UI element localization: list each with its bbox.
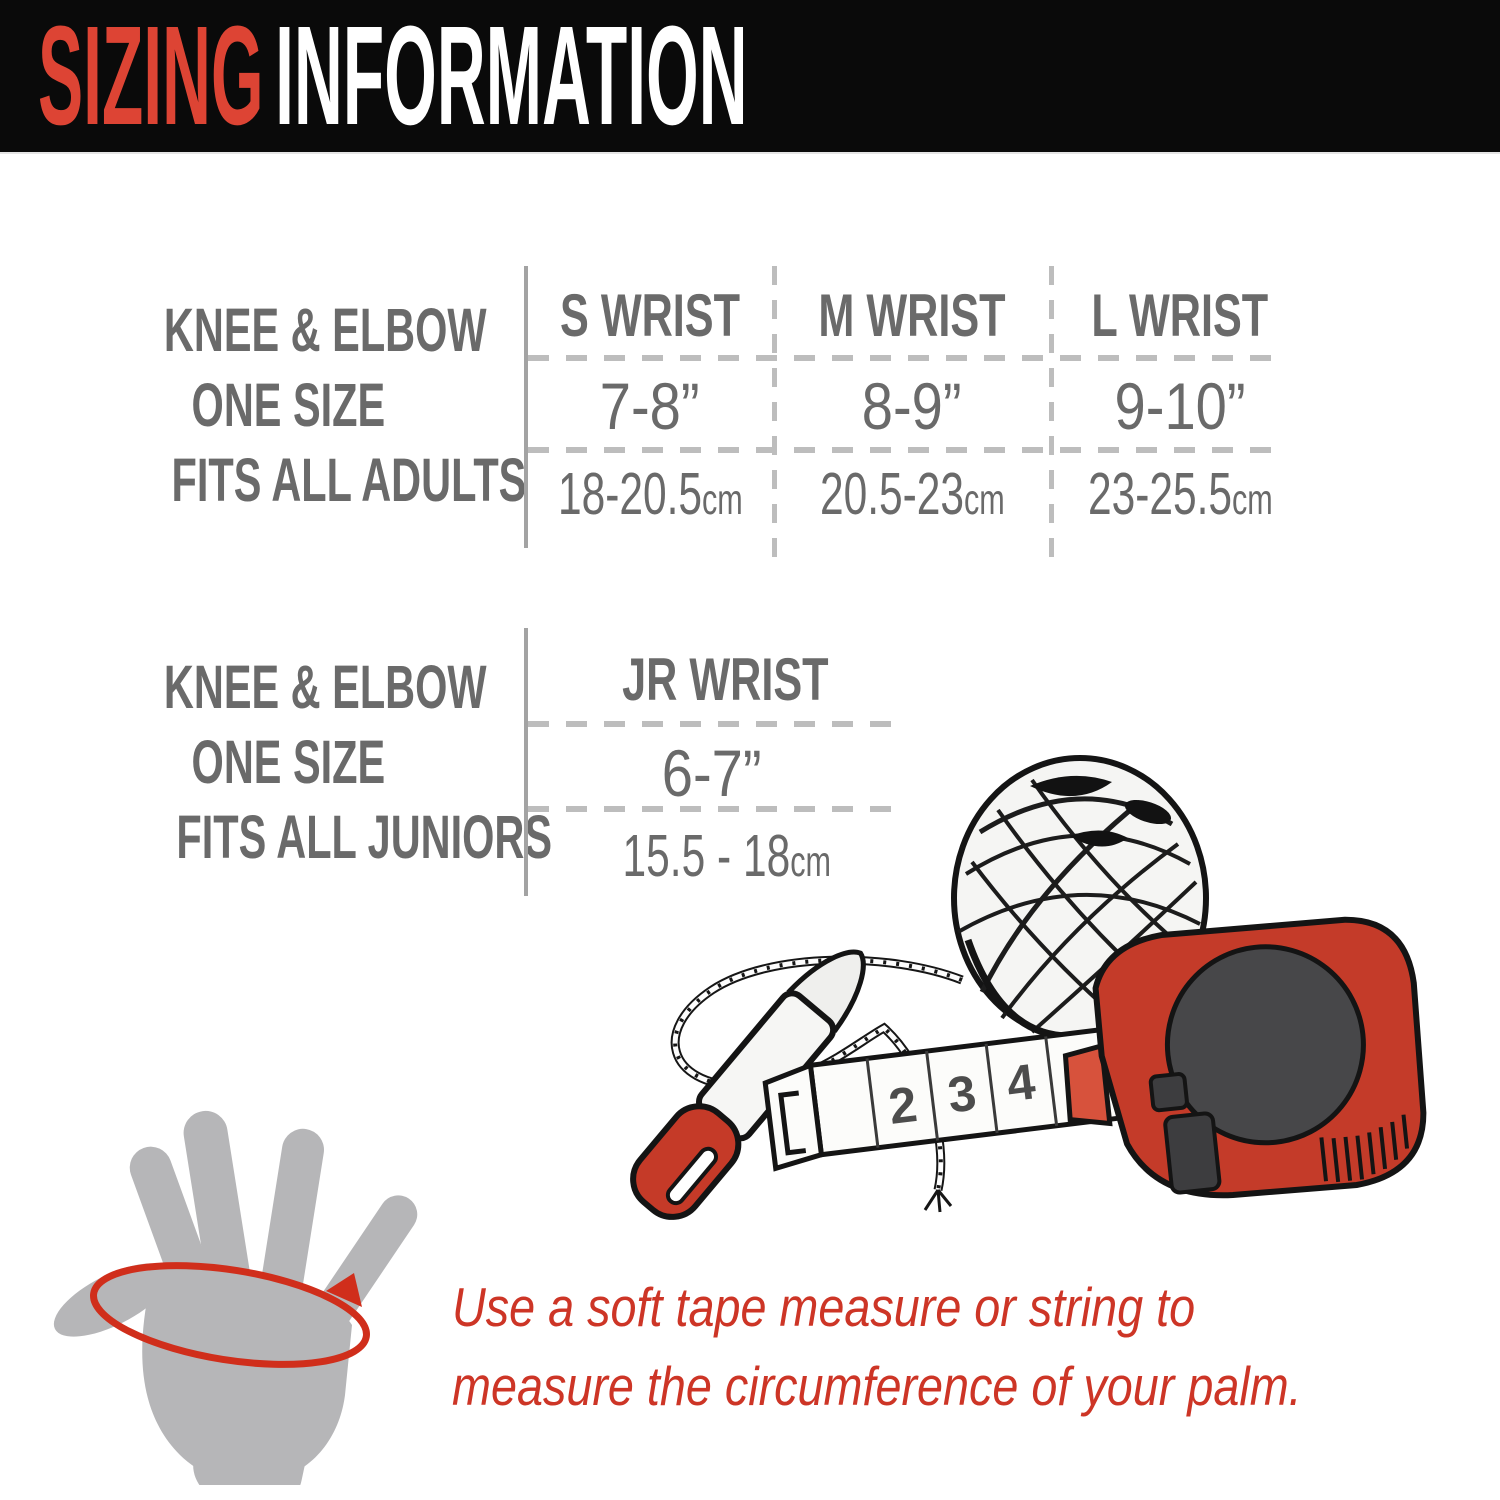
adult-col-l-header: L WRIST <box>1091 282 1269 349</box>
tape-number: 3 <box>945 1065 979 1124</box>
adult-label-line-2: ONE SIZE <box>191 371 385 439</box>
tape-reel <box>1164 944 1366 1146</box>
adult-label-line-3: FITS ALL ADULTS <box>171 446 527 514</box>
page-title-accent: SIZING <box>38 0 264 154</box>
adult-table-column-divider-1 <box>772 266 777 562</box>
junior-col-inches: 6-7” <box>662 736 762 810</box>
page-title-rest: INFORMATION <box>275 0 748 154</box>
header-bar: SIZINGINFORMATION <box>0 0 1500 152</box>
adult-label-line-1: KNEE & ELBOW <box>163 296 487 364</box>
tape-measure-illustration: 2 3 4 <box>762 916 1427 1199</box>
junior-table-row-label: KNEE & ELBOW ONE SIZE FITS ALL JUNIORS <box>88 650 552 875</box>
page-title: SIZINGINFORMATION <box>38 0 1500 152</box>
adult-col-l-inches: 9-10” <box>1114 369 1246 443</box>
junior-label-line-1: KNEE & ELBOW <box>163 653 487 721</box>
junior-col-header: JR WRIST <box>622 646 829 713</box>
junior-label-line-3: FITS ALL JUNIORS <box>176 803 553 871</box>
tape-hook <box>762 1061 825 1172</box>
adult-col-s-inches: 7-8” <box>600 369 700 443</box>
junior-label-line-2: ONE SIZE <box>191 728 385 796</box>
hand-icon <box>53 1110 418 1485</box>
header-divider <box>0 152 1500 154</box>
adult-col-s-header: S WRIST <box>560 282 740 349</box>
sizing-note: Use a soft tape measure or string to mea… <box>452 1268 1452 1426</box>
adult-table-row-divider-2 <box>528 447 1288 453</box>
tape-lock-button <box>1163 1111 1222 1195</box>
tape-number: 2 <box>886 1076 920 1135</box>
measuring-tools-illustration: 2 3 4 <box>630 755 1427 1220</box>
adult-col-l-cm: 23-25.5cm <box>1087 461 1273 527</box>
junior-table-row-divider-1 <box>528 721 894 727</box>
junior-table-left-rule <box>524 628 528 896</box>
adult-col-m-inches: 8-9” <box>862 369 962 443</box>
adult-table-row-label: KNEE & ELBOW ONE SIZE FITS ALL ADULTS <box>88 293 526 518</box>
adult-table-row-divider-1 <box>528 355 1288 361</box>
sizing-note-line-1: Use a soft tape measure or string to <box>452 1276 1196 1338</box>
sizing-note-line-2: measure the circumference of your palm. <box>452 1355 1302 1417</box>
adult-table-left-rule <box>524 266 528 548</box>
junior-col-cm: 15.5 - 18cm <box>622 823 831 889</box>
adult-col-s-cm: 18-20.5cm <box>557 461 743 527</box>
adult-col-m-cm: 20.5-23cm <box>819 461 1005 527</box>
adult-table-column-divider-2 <box>1049 266 1054 562</box>
junior-table-row-divider-2 <box>528 806 894 812</box>
adult-col-m-header: M WRIST <box>818 282 1006 349</box>
thumb <box>53 1263 171 1337</box>
measure-arrow-icon <box>90 1262 370 1368</box>
marker-pen-illustration <box>630 949 866 1220</box>
